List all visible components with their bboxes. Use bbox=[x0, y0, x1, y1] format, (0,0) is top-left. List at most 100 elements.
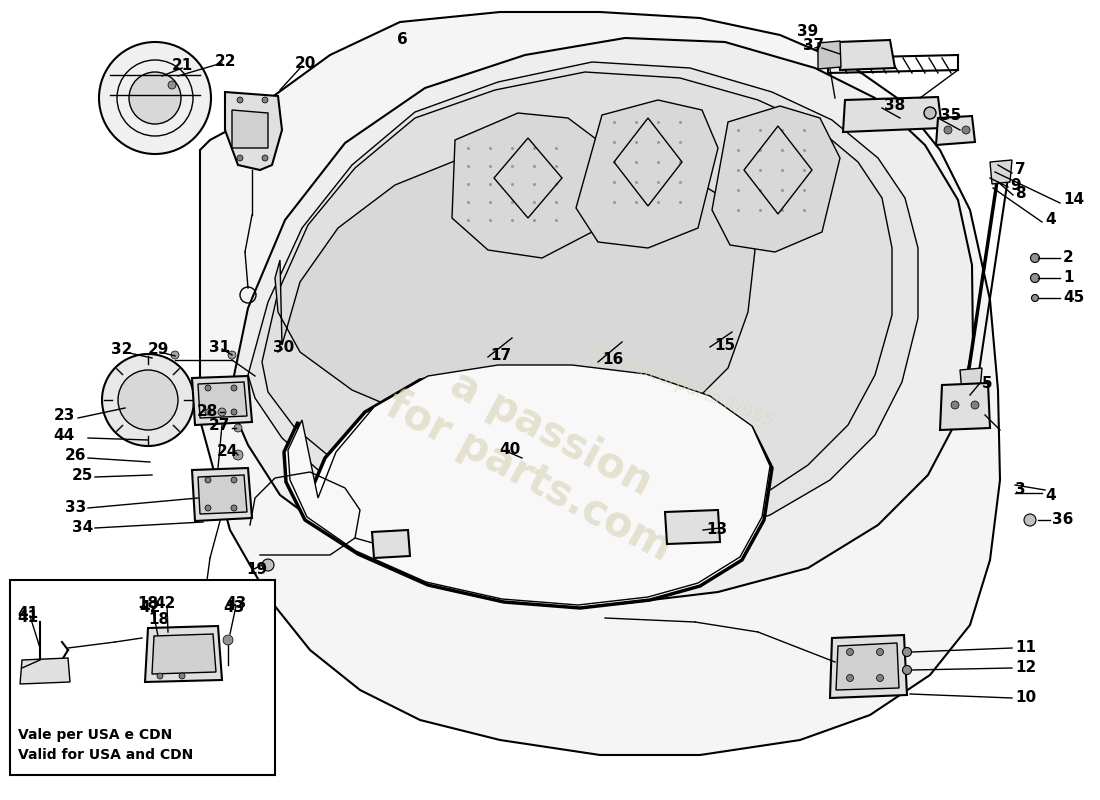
Text: 32: 32 bbox=[111, 342, 133, 358]
Text: 26: 26 bbox=[65, 449, 86, 463]
Circle shape bbox=[168, 81, 176, 89]
Text: 22: 22 bbox=[214, 54, 235, 69]
Polygon shape bbox=[830, 635, 908, 698]
Text: Vale per USA e CDN: Vale per USA e CDN bbox=[18, 728, 173, 742]
Text: 24: 24 bbox=[217, 445, 238, 459]
Polygon shape bbox=[232, 110, 268, 148]
Text: 15: 15 bbox=[714, 338, 735, 353]
Polygon shape bbox=[843, 97, 942, 132]
Text: 30: 30 bbox=[274, 339, 295, 354]
Circle shape bbox=[218, 408, 226, 416]
Text: 41: 41 bbox=[18, 610, 38, 626]
Circle shape bbox=[129, 72, 182, 124]
Text: 19: 19 bbox=[246, 562, 267, 578]
Polygon shape bbox=[145, 626, 222, 682]
Circle shape bbox=[1032, 294, 1038, 302]
Text: 31: 31 bbox=[209, 339, 231, 354]
Circle shape bbox=[205, 477, 211, 483]
Circle shape bbox=[236, 155, 243, 161]
Polygon shape bbox=[262, 72, 892, 534]
Circle shape bbox=[231, 477, 236, 483]
Text: 4: 4 bbox=[1045, 213, 1056, 227]
Text: 13: 13 bbox=[706, 522, 727, 538]
Polygon shape bbox=[372, 530, 410, 558]
Polygon shape bbox=[452, 113, 608, 258]
Polygon shape bbox=[284, 368, 772, 608]
Circle shape bbox=[962, 126, 970, 134]
Text: 33: 33 bbox=[65, 499, 86, 514]
Polygon shape bbox=[960, 368, 982, 392]
Circle shape bbox=[231, 505, 236, 511]
Polygon shape bbox=[990, 160, 1012, 184]
Text: 40: 40 bbox=[499, 442, 520, 458]
Text: 38: 38 bbox=[884, 98, 905, 114]
Text: 11: 11 bbox=[1015, 641, 1036, 655]
Circle shape bbox=[902, 666, 912, 674]
Bar bbox=[10, 580, 275, 775]
Text: 12: 12 bbox=[1015, 661, 1036, 675]
Circle shape bbox=[262, 559, 274, 571]
Circle shape bbox=[262, 155, 268, 161]
Circle shape bbox=[102, 354, 194, 446]
Polygon shape bbox=[230, 38, 974, 604]
Polygon shape bbox=[192, 468, 252, 521]
Text: 10: 10 bbox=[1015, 690, 1036, 706]
Circle shape bbox=[262, 97, 268, 103]
Text: 18: 18 bbox=[138, 595, 158, 610]
Polygon shape bbox=[818, 41, 842, 69]
Text: 45: 45 bbox=[1063, 290, 1085, 306]
Text: 14: 14 bbox=[1063, 193, 1085, 207]
Text: Valid for USA and CDN: Valid for USA and CDN bbox=[18, 748, 194, 762]
Text: a passion
for parts.com: a passion for parts.com bbox=[378, 341, 701, 570]
Polygon shape bbox=[248, 62, 918, 552]
Text: 42: 42 bbox=[154, 595, 176, 610]
Circle shape bbox=[205, 385, 211, 391]
Text: 42: 42 bbox=[140, 601, 161, 615]
Circle shape bbox=[236, 97, 243, 103]
Circle shape bbox=[952, 401, 959, 409]
Circle shape bbox=[233, 450, 243, 460]
Text: 44: 44 bbox=[54, 429, 75, 443]
Text: 7: 7 bbox=[1015, 162, 1025, 178]
Text: 43: 43 bbox=[223, 601, 244, 615]
Polygon shape bbox=[576, 100, 718, 248]
Circle shape bbox=[944, 126, 952, 134]
Circle shape bbox=[234, 424, 242, 432]
Polygon shape bbox=[275, 148, 755, 440]
Circle shape bbox=[157, 673, 163, 679]
Text: 1: 1 bbox=[1063, 270, 1074, 286]
Circle shape bbox=[1031, 254, 1040, 262]
Polygon shape bbox=[152, 634, 216, 674]
Text: 37: 37 bbox=[803, 38, 825, 54]
Polygon shape bbox=[198, 382, 248, 418]
Text: 3: 3 bbox=[1015, 482, 1025, 498]
Text: 5: 5 bbox=[982, 375, 992, 390]
Text: 25: 25 bbox=[72, 469, 94, 483]
Polygon shape bbox=[940, 383, 990, 430]
Polygon shape bbox=[838, 40, 895, 70]
Text: 21: 21 bbox=[172, 58, 192, 74]
Circle shape bbox=[118, 370, 178, 430]
Text: 28: 28 bbox=[197, 403, 218, 418]
Circle shape bbox=[924, 107, 936, 119]
Circle shape bbox=[877, 649, 883, 655]
Polygon shape bbox=[198, 475, 248, 514]
Circle shape bbox=[1031, 274, 1040, 282]
Text: 18: 18 bbox=[148, 613, 169, 627]
Circle shape bbox=[179, 673, 185, 679]
Text: 29: 29 bbox=[147, 342, 168, 358]
Circle shape bbox=[971, 401, 979, 409]
Polygon shape bbox=[226, 92, 282, 170]
Polygon shape bbox=[200, 12, 1000, 755]
Circle shape bbox=[170, 351, 179, 359]
Text: 17: 17 bbox=[490, 347, 512, 362]
Text: 2: 2 bbox=[1063, 250, 1074, 266]
Text: 27: 27 bbox=[209, 418, 230, 434]
Circle shape bbox=[223, 635, 233, 645]
Circle shape bbox=[205, 409, 211, 415]
Text: 39: 39 bbox=[798, 25, 818, 39]
Circle shape bbox=[877, 674, 883, 682]
Circle shape bbox=[199, 595, 209, 605]
Text: 41: 41 bbox=[18, 606, 38, 621]
Text: 34: 34 bbox=[72, 519, 94, 534]
